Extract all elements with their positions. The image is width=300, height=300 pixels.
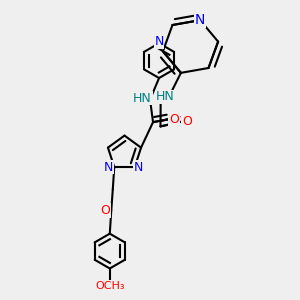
Text: O: O (182, 115, 192, 128)
Text: O: O (169, 112, 179, 126)
Text: N: N (134, 160, 143, 174)
Text: N: N (154, 35, 164, 48)
Text: N: N (195, 13, 205, 27)
Text: HN: HN (133, 92, 152, 105)
Text: HN: HN (156, 90, 175, 104)
Text: N: N (104, 160, 114, 174)
Text: OCH₃: OCH₃ (95, 281, 124, 291)
Text: O: O (100, 204, 110, 217)
